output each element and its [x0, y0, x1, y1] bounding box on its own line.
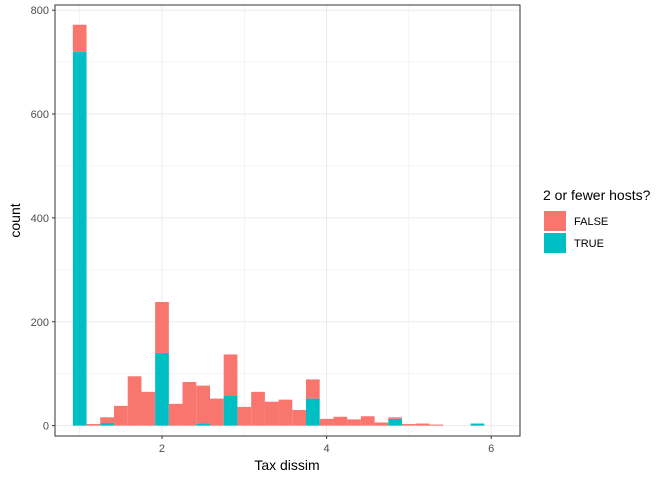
bar-false	[168, 403, 183, 426]
axes: 0 200 400 600 800 2 4 6	[31, 5, 495, 455]
bar-false	[86, 424, 101, 426]
legend-title: 2 or fewer hosts?	[543, 187, 651, 203]
bar-true	[470, 423, 485, 426]
bar-false	[429, 424, 444, 426]
bar-false	[388, 417, 403, 419]
legend-key-false	[544, 211, 566, 231]
bar-false	[113, 405, 128, 426]
bar-false	[360, 416, 375, 426]
bar-false	[237, 406, 252, 426]
bar-false	[210, 398, 224, 426]
bar-false	[305, 379, 320, 399]
x-tick-label: 6	[488, 443, 494, 455]
bar-true	[223, 396, 238, 426]
bar-false	[100, 417, 114, 424]
y-tick-label: 200	[31, 317, 49, 329]
bar-false	[251, 391, 265, 426]
legend: 2 or fewer hosts? FALSE TRUE	[543, 187, 651, 253]
bars	[72, 24, 485, 426]
bar-true	[155, 352, 169, 426]
bar-false	[292, 410, 307, 426]
legend-label-true: TRUE	[574, 238, 604, 250]
bar-false	[72, 24, 87, 52]
bar-false	[347, 419, 361, 426]
bar-true	[388, 418, 403, 426]
bar-false	[402, 424, 416, 426]
y-tick-label: 600	[31, 109, 49, 121]
bar-false	[415, 423, 430, 426]
bar-false	[278, 399, 293, 426]
plot-panel	[55, 5, 520, 436]
legend-key-true	[544, 233, 566, 253]
bar-false	[319, 418, 334, 426]
y-tick-label: 800	[31, 5, 49, 17]
bar-false	[374, 422, 389, 426]
bar-false	[155, 302, 169, 353]
bar-true	[196, 423, 211, 426]
x-tick-label: 2	[159, 443, 165, 455]
bar-false	[141, 391, 156, 426]
bar-false	[223, 354, 238, 397]
bar-false	[264, 401, 279, 426]
y-tick-label: 400	[31, 213, 49, 225]
y-axis-title: count	[7, 203, 23, 237]
bar-false	[182, 381, 197, 426]
bar-true	[305, 398, 320, 426]
x-axis-title: Tax dissim	[254, 457, 319, 473]
bar-false	[196, 385, 211, 424]
bar-true	[100, 423, 114, 426]
bar-true	[72, 51, 87, 426]
legend-label-false: FALSE	[574, 216, 608, 228]
bar-false	[333, 416, 348, 426]
x-tick-label: 4	[324, 443, 330, 455]
bar-false	[127, 376, 142, 426]
plot-border	[54, 4, 521, 437]
y-tick-label: 0	[43, 421, 49, 433]
